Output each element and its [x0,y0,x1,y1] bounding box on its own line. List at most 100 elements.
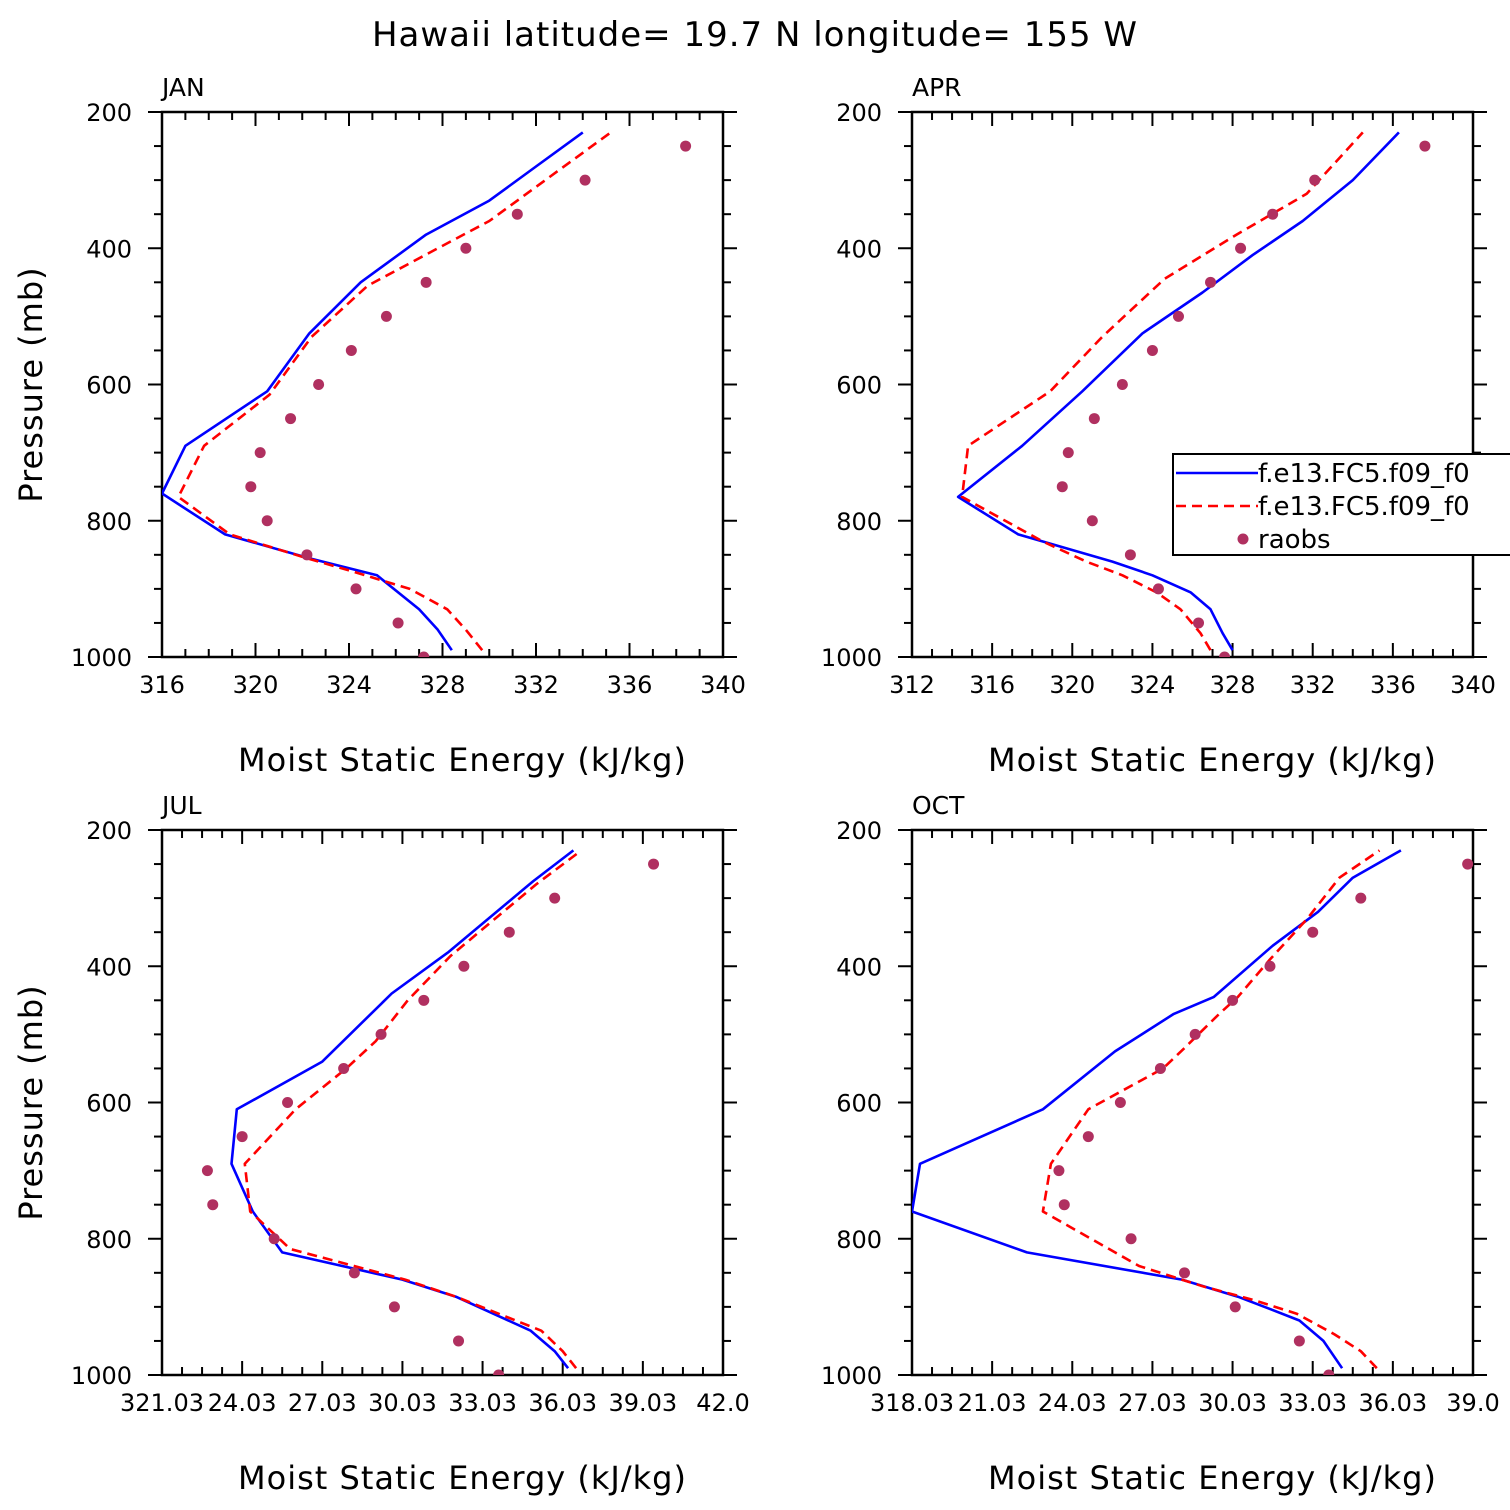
raobs-point [1419,140,1431,152]
x-tick-label: 324 [1130,671,1176,699]
panel-oct: OCT 318.03 21.03 24.03 27.03 30.03 33.03 36.03 3… [821,791,1500,1497]
raobs-point [268,1233,280,1245]
legend-entry-label: raobs [1258,525,1331,555]
x-axis-label: Moist Static Energy (kJ/kg) [988,741,1437,779]
x-tick-label: 328 [1210,671,1256,699]
y-tick-label: 200 [836,817,882,845]
x-tick-label: 33.03 [1278,1389,1347,1417]
x-tick-label: 36.03 [1358,1389,1427,1417]
raobs-point [1293,1335,1305,1347]
raobs-point [301,549,313,561]
raobs-point [245,481,257,493]
raobs-point [1229,1301,1241,1313]
raobs-point [338,1062,350,1074]
panel-jul: JUL 321.03 24.03 27.03 30.03 33.03 36.03 39.03 4… [12,791,750,1497]
y-tick-label: 400 [86,953,132,981]
y-tick-label: 1000 [821,1362,882,1390]
legend-box [1172,453,1510,556]
raobs-point [418,994,430,1006]
y-tick-label: 800 [86,1226,132,1254]
x-tick-label: 33.03 [448,1389,517,1417]
raobs-point [648,858,660,870]
y-tick-label: 800 [836,508,882,536]
raobs-point [236,1131,248,1143]
raobs-point [1178,1267,1190,1279]
y-tick-label: 200 [836,99,882,127]
raobs-point [1088,413,1100,425]
x-tick-label: 336 [1370,671,1416,699]
legend-entry-label: f.e13.FC5.f09_f0 [1258,492,1470,522]
raobs-point [261,515,273,527]
raobs-point [453,1335,465,1347]
x-tick-label: 328 [420,671,466,699]
x-tick-label: 340 [700,671,746,699]
y-axis-label: Pressure (mb) [12,984,50,1220]
raobs-point [460,242,472,254]
model2-dashed-line [177,131,612,652]
y-tick-label: 200 [86,99,132,127]
x-axis-label: Moist Static Energy (kJ/kg) [238,741,687,779]
raobs-point [285,413,297,425]
raobs-point [1124,549,1136,561]
y-tick-label: 1000 [71,644,132,672]
y-axis-label: Pressure (mb) [12,266,50,502]
x-tick-label: 312 [889,671,935,699]
x-tick-label: 316 [139,671,185,699]
model2-dashed-line [1041,849,1381,1370]
raobs-point [1355,892,1367,904]
raobs-point [1189,1028,1201,1040]
raobs-point [1264,960,1276,972]
raobs-point [350,583,362,595]
y-tick-label: 400 [86,235,132,263]
x-tick-label: 320 [1049,671,1095,699]
x-tick-label: 340 [1450,671,1496,699]
raobs-point [1082,1131,1094,1143]
model2-dashed-line [243,849,583,1370]
model1-solid-line [956,131,1400,651]
panel-label: JAN [160,73,205,102]
raobs-point [458,960,470,972]
x-tick-label: 336 [607,671,653,699]
raobs-point [392,617,404,629]
raobs-point [1235,242,1247,254]
y-tick-label: 400 [836,235,882,263]
raobs-point [1172,310,1184,322]
raobs-point [549,892,561,904]
raobs-point [680,140,692,152]
plot-data [912,849,1473,1375]
model1-solid-line [230,849,575,1370]
x-axis-label: Moist Static Energy (kJ/kg) [238,1459,687,1497]
x-tick-label: 36.03 [528,1389,597,1417]
raobs-point [345,344,357,356]
panel-apr: APR 312 316 320 324 328 332 336 340 200 400 600 800 1… [821,73,1510,779]
raobs-point [375,1028,387,1040]
raobs-point [1307,926,1319,938]
plot-data [201,849,660,1375]
x-tick-label: 27.03 [1118,1389,1187,1417]
raobs-point [313,379,325,390]
model1-solid-line [162,131,584,651]
raobs-point [1125,1233,1137,1245]
panel-label: JUL [160,791,202,820]
raobs-point [1062,447,1074,459]
plot-frame [910,828,1475,1377]
figure-title: Hawaii latitude= 19.7 N longitude= 155 W [372,15,1138,55]
y-tick-label: 600 [836,1090,882,1118]
raobs-point [348,1267,360,1279]
raobs-point [1114,1097,1126,1108]
raobs-point [1152,583,1164,595]
raobs-point [1462,858,1473,870]
y-tick-label: 800 [86,508,132,536]
raobs-point [1227,994,1239,1006]
y-tick-label: 600 [86,372,132,400]
raobs-point [1154,1062,1166,1074]
x-tick-label: 27.03 [288,1389,357,1417]
plot-frame [910,110,1475,659]
x-tick-label: 332 [1290,671,1336,699]
plot-frame [160,110,725,659]
panel-label: APR [912,73,962,102]
y-tick-label: 200 [86,817,132,845]
x-tick-label: 30.03 [1198,1389,1267,1417]
